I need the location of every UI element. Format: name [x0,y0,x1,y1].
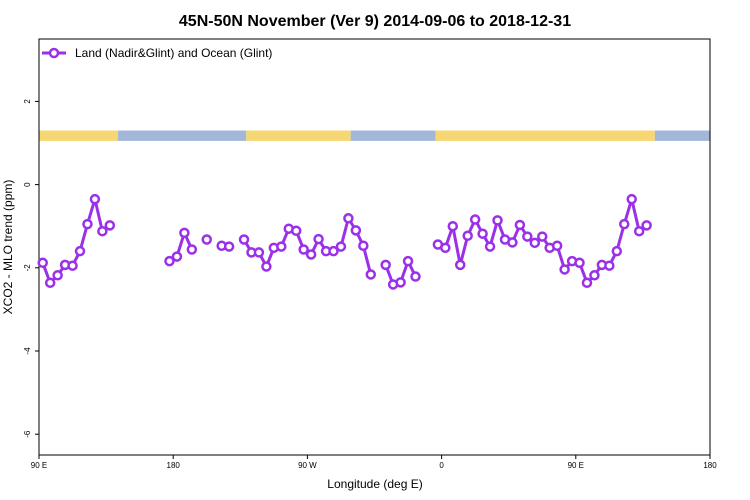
data-point-6-10 [507,237,518,248]
data-point-4-13 [335,241,347,252]
data-point-6-5 [469,214,481,225]
data-point-6-6 [477,228,488,239]
data-point-6-7 [484,241,496,252]
data-point-6-17 [559,264,570,275]
data-point-0-1 [44,277,56,289]
data-point-0-6 [82,218,93,230]
data-point-4-8 [298,244,309,255]
strip-land-0 [39,130,119,141]
data-point-5-4 [410,271,421,282]
data-point-6-19 [574,257,585,269]
data-point-0-0 [37,257,48,269]
data-point-4-12 [328,245,339,257]
data-point-0-5 [74,245,86,257]
series-line-segment-0 [41,197,111,285]
x-tick-label-0: 90 E [31,461,47,470]
strip-ocean-1 [118,130,247,141]
strip-ocean-3 [350,130,436,141]
data-point-6-12 [522,231,533,242]
data-point-1-3 [186,244,198,255]
series-land-ocean [37,193,652,290]
data-point-6-13 [529,237,541,249]
chart-title: 45N-50N November (Ver 9) 2014-09-06 to 2… [179,13,571,30]
x-tick-label-3: 0 [439,461,444,470]
data-point-6-3 [454,259,466,271]
data-point-0-2 [52,270,63,281]
data-point-6-1 [440,242,451,254]
data-point-4-3 [261,261,272,272]
data-point-4-15 [350,225,362,236]
data-point-1-2 [179,227,190,239]
legend-entry: Land (Nadir&Glint) and Ocean (Glint) [75,46,272,60]
x-tick-label-2: 90 W [298,461,317,470]
data-point-3-1 [223,241,235,252]
data-point-4-10 [313,233,324,245]
y-tick-label-2: -2 [23,264,32,272]
data-point-6-2 [447,220,459,232]
x-axis: 90 E 180 90 W 0 90 E 180 [31,455,717,470]
data-point-6-8 [492,215,503,226]
data-point-0-7 [89,193,101,205]
data-point-2-0 [201,234,212,245]
data-point-4-14 [343,213,354,224]
data-point-6-16 [551,240,563,252]
data-point-4-17 [365,269,377,280]
x-tick-label-5: 180 [703,461,717,470]
plot-frame [38,38,711,456]
surface-type-strip [39,130,710,141]
data-point-6-28 [641,220,652,231]
data-point-5-0 [380,259,391,271]
y-tick-label-4: -6 [23,430,32,438]
y-tick-label-0: 2 [23,99,32,104]
strip-land-2 [246,130,351,141]
data-point-4-5 [276,241,287,252]
data-point-6-14 [537,231,548,242]
data-point-6-20 [581,277,593,289]
data-point-6-11 [514,219,526,231]
strip-ocean-5 [654,130,710,141]
data-point-0-4 [67,260,78,271]
x-tick-label-4: 90 E [568,461,584,470]
data-point-4-9 [305,249,317,260]
data-point-1-1 [171,251,183,262]
x-tick-label-1: 180 [167,461,181,470]
data-point-4-0 [238,234,250,245]
strip-land-4 [435,130,655,141]
data-point-6-4 [462,230,473,242]
data-point-6-26 [626,193,637,205]
x-axis-label: Longitude (deg E) [327,477,422,491]
data-point-0-9 [104,220,116,231]
data-point-1-0 [164,255,175,267]
data-point-6-27 [633,225,645,237]
y-tick-label-1: 0 [23,182,32,187]
y-axis: 2 0 -2 -4 -6 [23,99,39,438]
data-point-6-21 [589,270,600,281]
data-point-6-25 [619,218,630,230]
data-point-0-8 [97,225,108,237]
data-point-5-2 [395,277,406,288]
y-tick-label-3: -4 [23,347,32,355]
data-point-4-7 [290,225,302,237]
data-point-4-2 [253,247,265,258]
data-point-5-3 [402,255,414,267]
data-point-6-24 [611,245,623,257]
y-axis-label: XCO2 - MLO trend (ppm) [1,180,15,315]
legend: Land (Nadir&Glint) and Ocean (Glint) [42,46,272,60]
legend-marker [48,47,60,59]
data-point-6-23 [604,260,615,271]
data-point-4-16 [358,240,369,252]
